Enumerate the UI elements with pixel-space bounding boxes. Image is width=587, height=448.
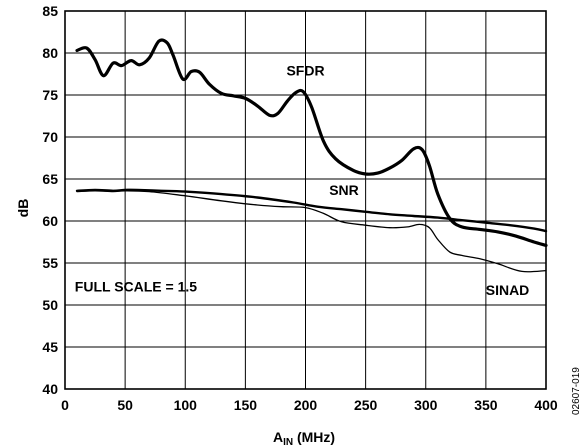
- x-tick-label: 100: [174, 397, 198, 413]
- x-axis-label: AIN (MHz): [273, 429, 335, 448]
- y-tick-label: 80: [42, 45, 58, 61]
- series-line-sinad: [76, 190, 547, 273]
- series-line-snr: [75, 188, 548, 233]
- x-tick-label: 350: [474, 397, 498, 413]
- x-tick-label: 200: [294, 397, 318, 413]
- annotation-label: SNR: [329, 182, 359, 198]
- series-line-sfdr: [75, 38, 548, 247]
- x-tick-label: 400: [534, 397, 558, 413]
- x-tick-label: 300: [414, 397, 438, 413]
- plot-frame: [64, 10, 547, 390]
- y-tick-label: 55: [42, 255, 58, 271]
- x-tick-label: 50: [117, 397, 133, 413]
- annotation-label: FULL SCALE = 1.5: [75, 279, 197, 295]
- figure-id: 02607-019: [571, 367, 582, 415]
- annotation-label: SFDR: [286, 63, 324, 79]
- y-tick-label: 85: [42, 3, 58, 19]
- y-tick-label: 60: [42, 213, 58, 229]
- y-axis-label: dB: [15, 199, 31, 218]
- y-tick-label: 75: [42, 87, 58, 103]
- series-lines: [75, 38, 548, 273]
- x-tick-label: 0: [61, 397, 69, 413]
- y-tick-label: 45: [42, 339, 58, 355]
- y-tick-label: 65: [42, 171, 58, 187]
- x-axis-label-unit: (MHz): [293, 429, 335, 445]
- x-axis-label-main: A: [273, 429, 283, 445]
- annotations: SFDR SNR SINAD FULL SCALE = 1.5: [75, 63, 529, 298]
- x-tick-label: 150: [234, 397, 258, 413]
- y-tick-labels: 40 45 50 55 60 65 70 75 80 85: [42, 3, 58, 397]
- x-axis-label-subscript: IN: [283, 437, 293, 448]
- x-tick-labels: 0 50 100 150 200 250 300 350 400: [61, 397, 558, 413]
- y-tick-label: 40: [42, 381, 58, 397]
- y-tick-label: 50: [42, 297, 58, 313]
- annotation-label: SINAD: [486, 282, 530, 298]
- y-tick-label: 70: [42, 129, 58, 145]
- x-tick-label: 250: [354, 397, 378, 413]
